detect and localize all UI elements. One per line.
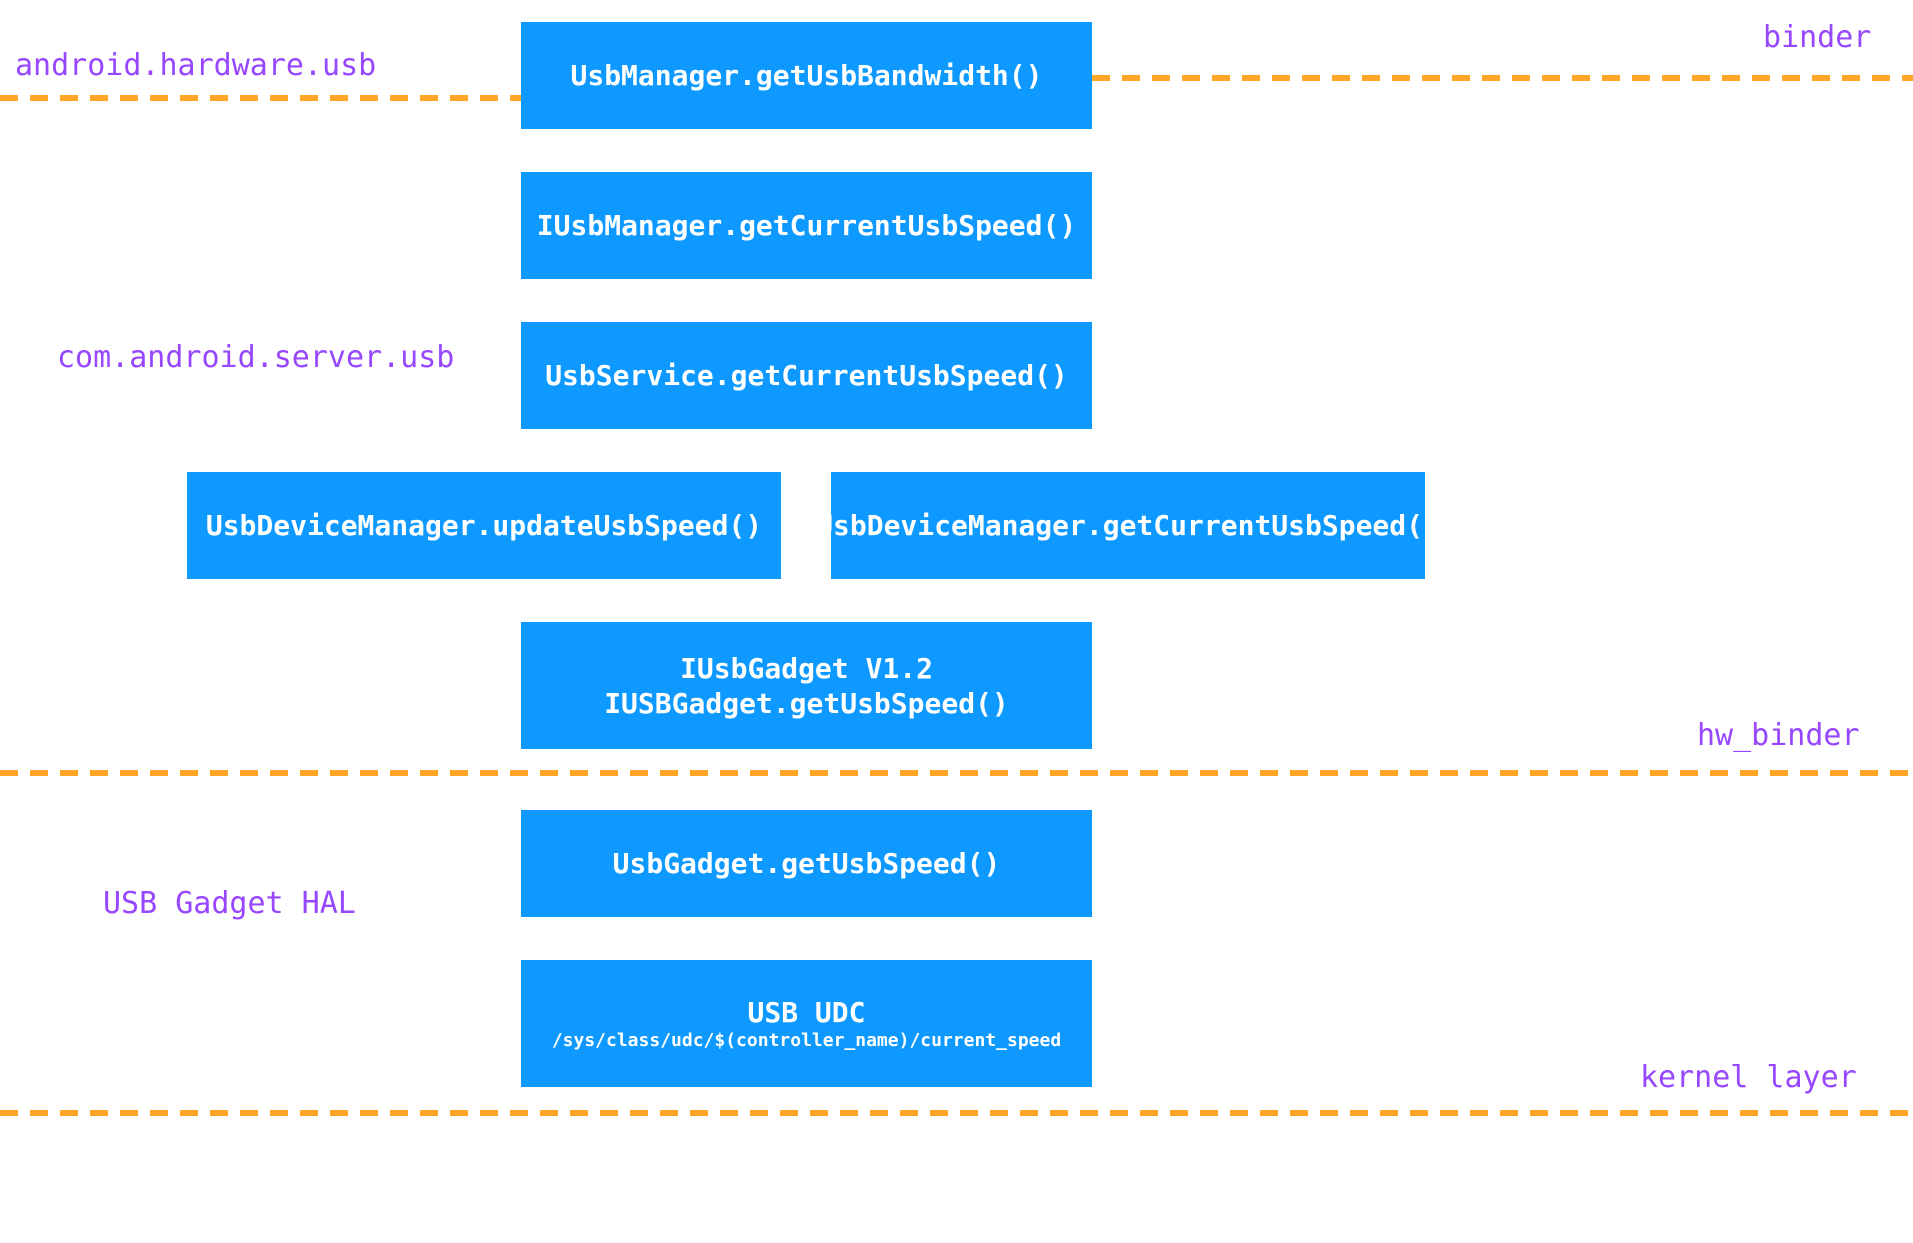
box-text-line1: USB UDC bbox=[747, 995, 865, 1030]
box-text: UsbDeviceManager.updateUsbSpeed() bbox=[206, 508, 762, 543]
box-text: UsbGadget.getUsbSpeed() bbox=[613, 846, 1001, 881]
box-text: UsbService.getCurrentUsbSpeed() bbox=[545, 358, 1068, 393]
label-kernel-layer: kernel layer bbox=[1640, 1060, 1857, 1095]
binder-dash-right bbox=[1092, 75, 1913, 81]
label-hw-binder: hw_binder bbox=[1697, 718, 1860, 753]
label-usb-gadget-hal: USB Gadget HAL bbox=[103, 886, 356, 921]
binder-dash-left bbox=[0, 95, 521, 101]
box-iusbgadget-v12: IUsbGadget V1.2 IUSBGadget.getUsbSpeed() bbox=[521, 622, 1092, 749]
box-usbservice-getcurrentusbspeed: UsbService.getCurrentUsbSpeed() bbox=[521, 322, 1092, 429]
diagram-canvas: android.hardware.usb binder com.android.… bbox=[0, 0, 1913, 1243]
box-usbgadget-getusbspeed: UsbGadget.getUsbSpeed() bbox=[521, 810, 1092, 917]
box-text: IUsbManager.getCurrentUsbSpeed() bbox=[537, 208, 1076, 243]
box-usbdevicemanager-updateusbspeed: UsbDeviceManager.updateUsbSpeed() bbox=[187, 472, 781, 579]
box-usbdevicemanager-getcurrentusbspeed: UsbDeviceManager.getCurrentUsbSpeed() bbox=[831, 472, 1425, 579]
box-text: UsbManager.getUsbBandwidth() bbox=[570, 58, 1042, 93]
hwbinder-dash bbox=[0, 770, 1913, 776]
box-usbmanager-getusbbandwidth: UsbManager.getUsbBandwidth() bbox=[521, 22, 1092, 129]
box-text: UsbDeviceManager.getCurrentUsbSpeed() bbox=[816, 508, 1440, 543]
box-usb-udc: USB UDC /sys/class/udc/$(controller_name… bbox=[521, 960, 1092, 1087]
label-binder: binder bbox=[1763, 20, 1871, 55]
box-text-line2: IUSBGadget.getUsbSpeed() bbox=[604, 686, 1009, 721]
label-com-android-server: com.android.server.usb bbox=[57, 340, 454, 375]
label-android-hardware-usb: android.hardware.usb bbox=[15, 48, 376, 83]
box-text-line2: /sys/class/udc/$(controller_name)/curren… bbox=[552, 1030, 1061, 1053]
box-text-line1: IUsbGadget V1.2 bbox=[680, 651, 933, 686]
box-iusbmanager-getcurrentusbspeed: IUsbManager.getCurrentUsbSpeed() bbox=[521, 172, 1092, 279]
kernel-dash bbox=[0, 1110, 1913, 1116]
